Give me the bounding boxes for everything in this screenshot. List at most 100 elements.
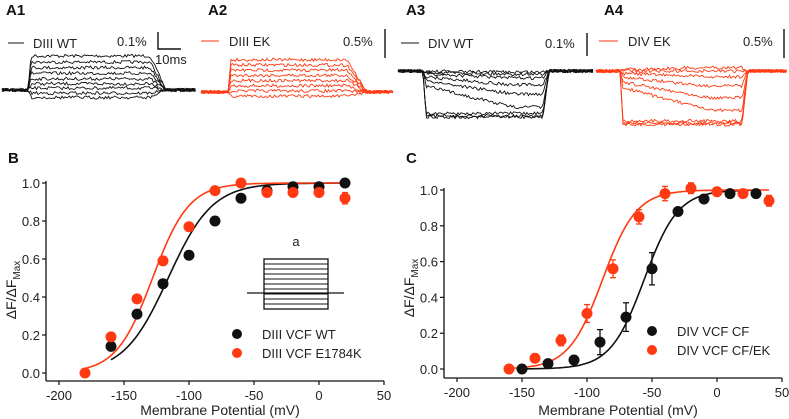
data-point-mutant	[763, 195, 775, 207]
chart-b: -200 -150 -100 -50 0 50 0.0 0.2 0.4 0.6 0.8 1.0	[22, 176, 391, 403]
y-axis-label-b-main: ΔF/ΔF	[3, 280, 19, 320]
voltage-protocol-inset: a	[247, 234, 344, 310]
legend-c: DIV VCF CF DIV VCF CF/EK	[647, 324, 771, 358]
data-point-wt	[516, 363, 528, 375]
y-tick-label: 0.4	[420, 290, 438, 305]
panel-label-c: C	[406, 150, 417, 167]
trace-a1-sweep	[1, 76, 196, 93]
trace-a2-sweep	[200, 62, 394, 95]
scale-y-a2: 0.5%	[343, 34, 373, 49]
y-axis-label-c-main: ΔF/ΔF	[401, 278, 417, 318]
legend-b-marker-mut	[232, 348, 242, 358]
y-tick-label: 1.0	[420, 183, 438, 198]
data-point-mutant	[157, 255, 169, 267]
x-axis-label-b: Membrane Potential (mV)	[140, 402, 300, 418]
legend-b-marker-wt	[232, 329, 242, 339]
data-point-wt	[620, 311, 632, 323]
data-point-mutant	[183, 221, 195, 233]
legend-b-label-wt: DIII VCF WT	[262, 327, 336, 342]
trace-a1-sweep	[1, 87, 196, 100]
data-point-wt	[672, 205, 684, 217]
panel-label-b: B	[8, 150, 19, 167]
x-tick-label: -100	[574, 385, 600, 400]
scale-bar-a3: 0.1%	[545, 33, 588, 56]
fluorescence-traces	[1, 53, 787, 127]
legend-c-marker-cfek	[647, 345, 657, 355]
trace-a3-sweep	[397, 68, 594, 119]
data-point-wt	[750, 188, 762, 200]
x-tick-label: -200	[444, 385, 470, 400]
x-tick-label: 50	[775, 385, 789, 400]
svg-text:ΔF/ΔFMax: ΔF/ΔFMax	[3, 261, 23, 320]
data-point-wt	[646, 263, 658, 275]
data-point-wt	[568, 354, 580, 366]
y-tick-label: 1.0	[22, 176, 40, 191]
inset-label: a	[292, 234, 300, 249]
trace-a2-sweep	[200, 83, 393, 94]
data-point-mutant	[529, 352, 541, 364]
x-tick-label: 0	[713, 385, 720, 400]
data-point-mutant	[737, 188, 749, 200]
data-point-mutant	[503, 363, 515, 375]
trace-a2-sweep	[201, 88, 394, 95]
data-point-wt	[542, 358, 554, 370]
scale-bar-a2: 0.5%	[343, 29, 386, 58]
scale-bar-a4: 0.5%	[743, 29, 785, 58]
y-tick-label: 0.6	[22, 252, 40, 267]
trace-a3-sweep	[397, 68, 594, 120]
data-point-mutant	[607, 263, 619, 275]
trace-a3-sweep	[397, 68, 594, 116]
data-point-mutant	[105, 331, 117, 343]
data-point-wt	[724, 188, 736, 200]
legend-a1-label: DIII WT	[33, 36, 77, 51]
panel-label-a2: A2	[208, 2, 227, 19]
data-point-mutant	[659, 188, 671, 200]
data-point-wt	[183, 249, 195, 261]
x-tick-label: -50	[245, 388, 264, 403]
data-point-mutant	[339, 192, 351, 204]
data-point-mutant	[79, 367, 91, 379]
data-point-mutant	[711, 186, 723, 198]
data-point-mutant	[685, 182, 697, 194]
y-tick-label: 0.8	[22, 214, 40, 229]
scale-y-a3: 0.1%	[545, 36, 575, 51]
trace-a2-sweep	[200, 73, 394, 95]
data-point-wt	[235, 192, 247, 204]
legend-b: DIII VCF WT DIII VCF E1784K	[232, 327, 362, 361]
trace-a1-sweep	[1, 59, 196, 93]
data-point-mutant	[131, 293, 143, 305]
panel-label-a3: A3	[406, 2, 425, 19]
y-tick-label: 0.4	[22, 290, 40, 305]
data-point-wt	[105, 340, 117, 352]
legend-b-label-mut: DIII VCF E1784K	[262, 346, 362, 361]
x-tick-label: -200	[46, 388, 72, 403]
scale-bar-a1: 0.1% 10ms	[117, 32, 187, 67]
panel-label-a4: A4	[604, 2, 624, 19]
data-point-mutant	[555, 334, 567, 346]
legend-a2-label: DIII EK	[229, 34, 271, 49]
trace-a3-sweep	[397, 68, 594, 109]
legend-a4: DIV EK	[599, 34, 671, 49]
trace-a2-sweep	[200, 89, 394, 99]
data-point-mutant	[633, 211, 645, 223]
svg-text:ΔF/ΔFMax: ΔF/ΔFMax	[401, 259, 421, 318]
data-point-mutant	[313, 187, 325, 198]
legend-c-label-cf: DIV VCF CF	[677, 324, 749, 339]
y-tick-label: 0.2	[420, 326, 438, 341]
y-tick-label: 0.8	[420, 219, 438, 234]
x-tick-label: -150	[111, 388, 137, 403]
scale-x-a1: 10ms	[155, 52, 187, 67]
legend-a1: DIII WT	[8, 36, 77, 51]
chart-c: -200 -150 -100 -50 0 50 0.0 0.2 0.4 0.6 0.8 1.0	[420, 182, 789, 400]
y-axis-label-b-sub: Max	[12, 261, 23, 280]
data-point-mutant	[287, 187, 299, 198]
x-tick-label: -100	[176, 388, 202, 403]
data-point-wt	[698, 193, 710, 205]
scale-y-a1: 0.1%	[117, 34, 147, 49]
data-point-wt	[594, 336, 606, 348]
trace-a2-sweep	[200, 67, 394, 95]
data-point-mutant	[209, 185, 221, 197]
data-point-wt	[209, 215, 221, 227]
legend-c-marker-cf	[647, 326, 657, 336]
